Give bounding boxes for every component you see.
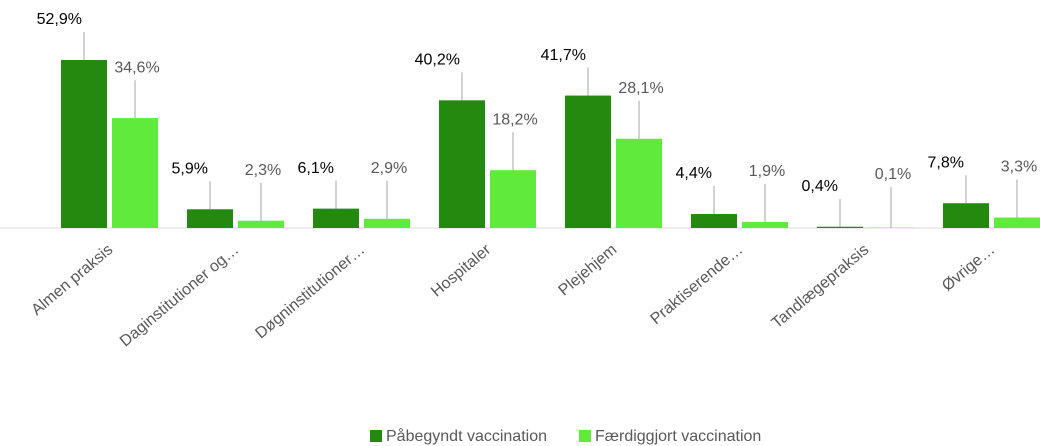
legend-label: Påbegyndt vaccination (386, 427, 547, 445)
x-tick-label: Praktiserende… (647, 241, 746, 328)
x-tick-label: Plejehjem (556, 241, 621, 299)
bar (994, 217, 1040, 228)
data-label: 40,2% (415, 52, 460, 69)
bar (742, 221, 788, 228)
legend-label: Færdiggjort vaccination (595, 428, 761, 445)
bar (943, 203, 989, 228)
bar (238, 220, 284, 228)
data-label: 5,9% (172, 160, 208, 177)
legend-swatch (370, 430, 382, 442)
x-tick-label: Almen praksis (28, 241, 116, 319)
data-label: 7,8% (928, 154, 964, 171)
bar (364, 218, 410, 228)
legend-swatch (579, 430, 591, 442)
data-label: 2,3% (245, 162, 281, 179)
bar (187, 209, 233, 228)
data-label: 28,1% (618, 80, 663, 97)
bar (313, 208, 359, 228)
bar (565, 95, 611, 229)
data-label: 0,4% (802, 178, 838, 195)
data-label: 18,2% (492, 111, 537, 128)
data-label: 2,9% (371, 160, 407, 177)
data-label: 1,9% (749, 163, 785, 180)
bar (490, 170, 536, 228)
data-label: 34,6% (114, 59, 159, 76)
data-label: 3,3% (1001, 159, 1037, 176)
x-tick-label: Hospitaler (428, 241, 495, 301)
bar (61, 59, 107, 229)
x-tick-label: Tandlægepraksis (769, 241, 873, 332)
bar (691, 214, 737, 228)
data-label: 6,1% (298, 160, 334, 177)
x-tick-label: Øvrige… (939, 241, 998, 295)
data-label: 52,9% (37, 11, 82, 28)
bar (112, 118, 158, 228)
bar (616, 138, 662, 228)
data-label: 41,7% (541, 47, 586, 64)
x-tick-label: Daginstitutioner og… (117, 241, 242, 350)
bar (817, 226, 863, 228)
x-tick-label: Døgninstitutioner… (252, 241, 368, 342)
data-label: 4,4% (676, 165, 712, 182)
bar (439, 100, 485, 228)
data-label: 0,1% (875, 166, 911, 183)
